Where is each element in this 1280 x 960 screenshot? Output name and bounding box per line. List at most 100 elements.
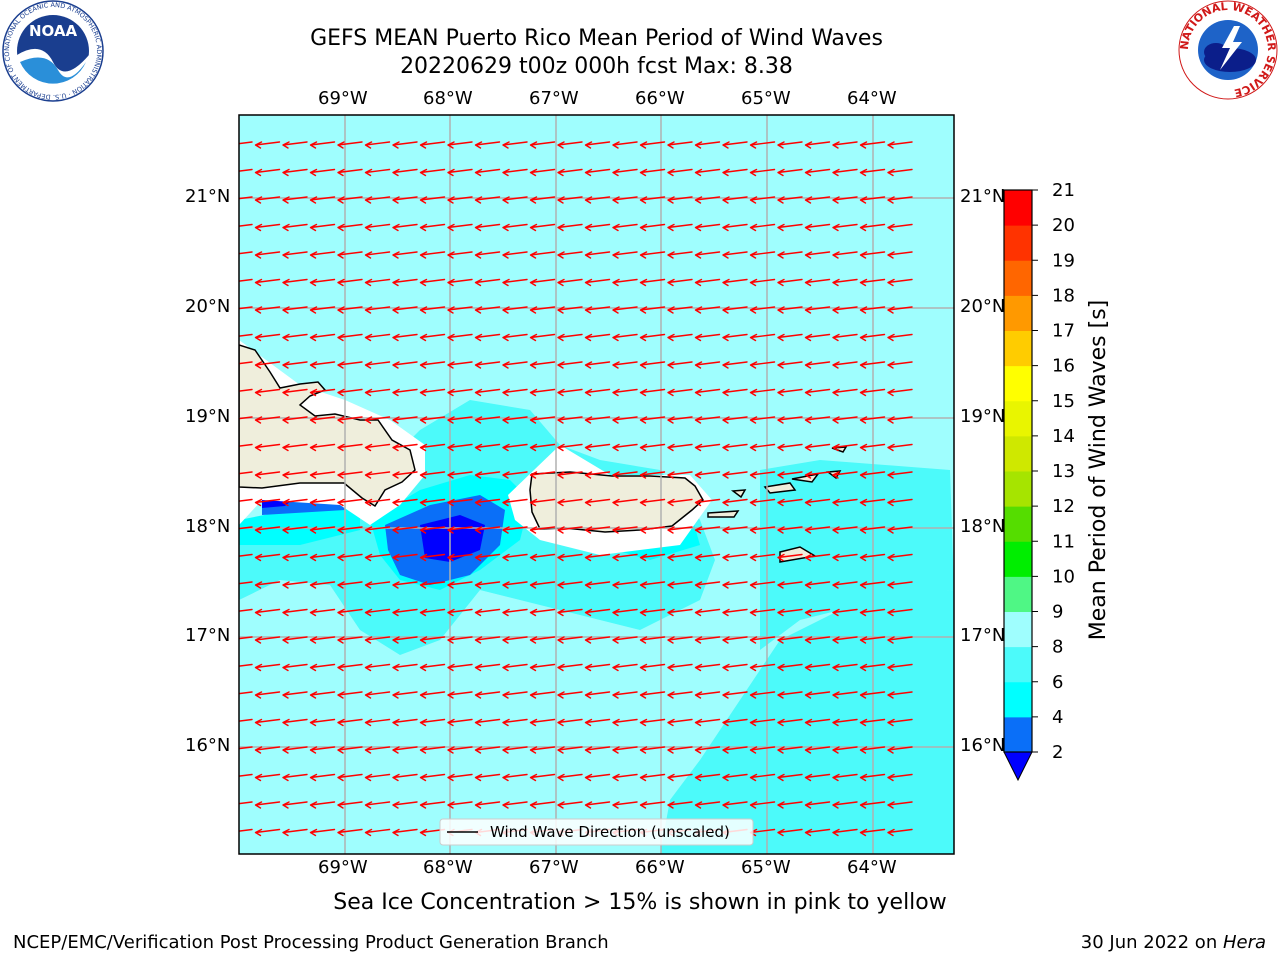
wind-wave-arrow: [694, 251, 721, 259]
wind-wave-arrow: [887, 471, 913, 479]
wind-wave-arrow: [612, 223, 638, 232]
wind-wave-arrow: [447, 416, 473, 424]
wind-wave-arrow: [419, 553, 446, 562]
wind-wave-arrow: [804, 636, 831, 644]
wind-wave-arrow: [667, 663, 693, 672]
wind-wave-arrow: [667, 361, 693, 369]
wind-wave-arrow: [337, 416, 363, 424]
wind-wave-arrow: [309, 196, 336, 204]
wind-wave-arrow: [749, 773, 776, 782]
colorbar-swatch: [1004, 295, 1032, 331]
wind-wave-arrow: [639, 608, 666, 617]
wind-wave-arrow: [832, 141, 858, 149]
wind-wave-arrow: [722, 773, 748, 782]
wind-wave-arrow: [254, 526, 281, 534]
wind-wave-arrow: [474, 223, 501, 232]
wind-wave-arrow: [364, 773, 391, 782]
wind-wave-arrow: [309, 691, 336, 699]
wind-wave-arrow: [337, 278, 363, 287]
wind-wave-arrow: [584, 416, 611, 424]
wind-wave-arrow: [502, 196, 528, 204]
wind-wave-arrow: [667, 388, 693, 397]
wind-wave-arrow: [254, 443, 281, 452]
wind-wave-arrow: [364, 553, 391, 562]
wind-wave-arrow: [364, 801, 391, 809]
colorbar-label: Mean Period of Wind Waves [s]: [1086, 300, 1111, 640]
wind-wave-arrow: [502, 388, 528, 397]
wind-wave-arrow: [804, 141, 831, 149]
wind-wave-arrow: [282, 608, 308, 617]
wind-wave-arrow: [309, 443, 336, 452]
wind-wave-arrow: [392, 526, 418, 534]
wind-wave-arrow: [254, 278, 281, 287]
wind-wave-arrow: [777, 443, 803, 452]
lat-label-left-19n: 19°N: [185, 406, 231, 427]
wind-wave-arrow: [584, 361, 611, 369]
wind-wave-arrow: [282, 278, 308, 287]
wind-wave-arrow: [239, 746, 253, 750]
wind-wave-arrow: [777, 333, 803, 342]
wind-wave-arrow: [529, 443, 556, 452]
wind-wave-arrow: [337, 141, 363, 149]
wind-wave-arrow: [887, 416, 913, 424]
wind-wave-arrow: [447, 333, 473, 342]
wind-wave-arrow: [239, 416, 253, 420]
wind-wave-arrow: [392, 278, 418, 287]
wind-wave-arrow: [749, 223, 776, 232]
wind-wave-arrow: [309, 168, 336, 177]
wind-wave-arrow: [694, 306, 721, 314]
lat-label-left-21n: 21°N: [185, 186, 231, 207]
wind-wave-arrow: [777, 663, 803, 672]
wind-wave-arrow: [804, 581, 831, 589]
colorbar-swatch: [1004, 541, 1032, 577]
wind-wave-arrow: [584, 636, 611, 644]
wind-wave-arrow: [612, 801, 638, 809]
wind-wave-arrow: [392, 251, 418, 259]
wind-wave-arrow: [584, 663, 611, 672]
wind-wave-arrow: [282, 141, 308, 149]
wind-wave-arrow: [722, 333, 748, 342]
wind-wave-arrow: [337, 663, 363, 672]
wind-wave-arrow: [529, 141, 556, 149]
wind-wave-arrow: [557, 141, 583, 149]
wind-wave-arrow: [529, 168, 556, 177]
wind-wave-arrow: [502, 526, 528, 534]
wind-wave-arrow: [337, 581, 363, 589]
wind-wave-arrow: [337, 471, 363, 479]
wind-wave-arrow: [694, 141, 721, 149]
wind-wave-arrow: [364, 416, 391, 424]
wind-wave-arrow: [447, 251, 473, 259]
wind-wave-arrow: [392, 388, 418, 397]
wind-wave-arrow: [282, 828, 308, 837]
wind-wave-arrow: [447, 498, 473, 507]
wind-wave-arrow: [474, 361, 501, 369]
wind-wave-arrow: [667, 196, 693, 204]
wind-wave-arrow: [474, 416, 501, 424]
wind-wave-arrow: [557, 416, 583, 424]
wind-wave-arrow: [804, 773, 831, 782]
wind-wave-arrow: [612, 168, 638, 177]
wind-wave-arrow: [859, 581, 886, 589]
wind-wave-arrow: [364, 278, 391, 287]
wind-wave-arrow: [694, 691, 721, 699]
wind-wave-arrow: [282, 306, 308, 314]
wind-wave-arrow: [639, 388, 666, 397]
wind-wave-arrow: [282, 168, 308, 177]
wind-wave-arrow: [859, 498, 886, 507]
wind-wave-arrow: [722, 746, 748, 754]
wind-wave-arrow: [337, 223, 363, 232]
wind-wave-arrow: [694, 278, 721, 287]
wind-wave-arrow: [309, 223, 336, 232]
wind-wave-arrow: [887, 498, 913, 507]
wind-wave-arrow: [447, 553, 473, 562]
colorbar: 2 4 6 8 9 10 11 12 13 14 15 16 17 18 19 20 21: [1003, 180, 1075, 782]
wind-wave-arrow: [529, 746, 556, 754]
wind-wave-arrow: [859, 526, 886, 534]
wind-wave-arrow: [364, 608, 391, 617]
wind-wave-arrow: [337, 828, 363, 837]
wind-wave-arrow: [722, 443, 748, 452]
wind-wave-arrow: [309, 333, 336, 342]
wind-wave-arrow: [667, 306, 693, 314]
wind-wave-arrow: [557, 333, 583, 342]
wind-wave-arrow: [804, 223, 831, 232]
